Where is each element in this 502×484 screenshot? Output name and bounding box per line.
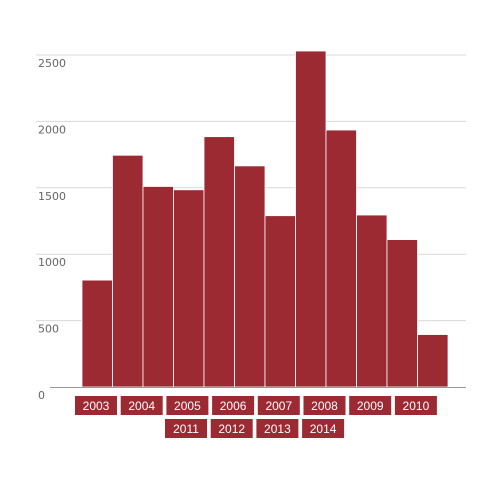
year-label: 2010 bbox=[394, 396, 437, 415]
year-label-text: 2004 bbox=[128, 399, 155, 413]
bar bbox=[325, 129, 357, 388]
year-label-background bbox=[256, 419, 299, 438]
bar bbox=[112, 154, 144, 388]
bars bbox=[81, 50, 449, 388]
year-label-text: 2012 bbox=[218, 422, 245, 436]
bar bbox=[295, 50, 327, 388]
year-label-text: 2006 bbox=[220, 399, 247, 413]
y-tick-label: 1500 bbox=[38, 190, 66, 203]
year-label-text: 2010 bbox=[403, 399, 430, 413]
bar bbox=[264, 215, 296, 388]
bar bbox=[203, 136, 235, 388]
year-label-text: 2014 bbox=[310, 422, 337, 436]
year-label-background bbox=[210, 419, 253, 438]
year-label-text: 2003 bbox=[83, 399, 110, 413]
year-label: 2014 bbox=[302, 419, 345, 438]
year-label-text: 2008 bbox=[311, 399, 338, 413]
y-tick-label: 500 bbox=[38, 323, 59, 336]
year-label-background bbox=[166, 396, 209, 415]
year-label-background bbox=[165, 419, 207, 438]
y-tick-label: 2500 bbox=[38, 57, 66, 70]
year-labels: 2003 2004 2005 2006 2007 2008 2009 2010 2011 2012… bbox=[75, 396, 437, 438]
bar bbox=[81, 279, 113, 388]
y-axis-ticks: 0 500 1000 1500 2000 2500 bbox=[38, 57, 66, 402]
year-label-text: 2007 bbox=[265, 399, 292, 413]
year-label: 2007 bbox=[257, 396, 300, 415]
year-label: 2011 bbox=[165, 419, 207, 438]
year-label-background bbox=[303, 396, 346, 415]
year-label-background bbox=[302, 419, 345, 438]
bar bbox=[417, 334, 449, 388]
year-label-background bbox=[257, 396, 300, 415]
y-tick-label: 0 bbox=[38, 389, 45, 402]
bar bbox=[356, 214, 388, 388]
year-label-background bbox=[120, 396, 163, 415]
year-label-background bbox=[349, 396, 392, 415]
y-tick-label: 1000 bbox=[38, 256, 66, 269]
year-label: 2003 bbox=[75, 396, 117, 415]
bar bbox=[234, 165, 266, 388]
year-label: 2012 bbox=[210, 419, 253, 438]
year-label-text: 2013 bbox=[264, 422, 291, 436]
year-label: 2005 bbox=[166, 396, 209, 415]
year-label-background bbox=[394, 396, 437, 415]
year-label-background bbox=[75, 396, 117, 415]
bar bbox=[142, 186, 174, 388]
year-label-text: 2005 bbox=[174, 399, 201, 413]
bar bbox=[386, 239, 418, 388]
year-label: 2004 bbox=[120, 396, 163, 415]
bar bbox=[173, 189, 205, 388]
year-label: 2006 bbox=[212, 396, 255, 415]
y-tick-label: 2000 bbox=[38, 123, 66, 136]
year-label-text: 2009 bbox=[357, 399, 384, 413]
year-label-background bbox=[212, 396, 255, 415]
year-label: 2008 bbox=[303, 396, 346, 415]
year-label: 2009 bbox=[349, 396, 392, 415]
year-label: 2013 bbox=[256, 419, 299, 438]
year-label-text: 2011 bbox=[173, 422, 199, 436]
